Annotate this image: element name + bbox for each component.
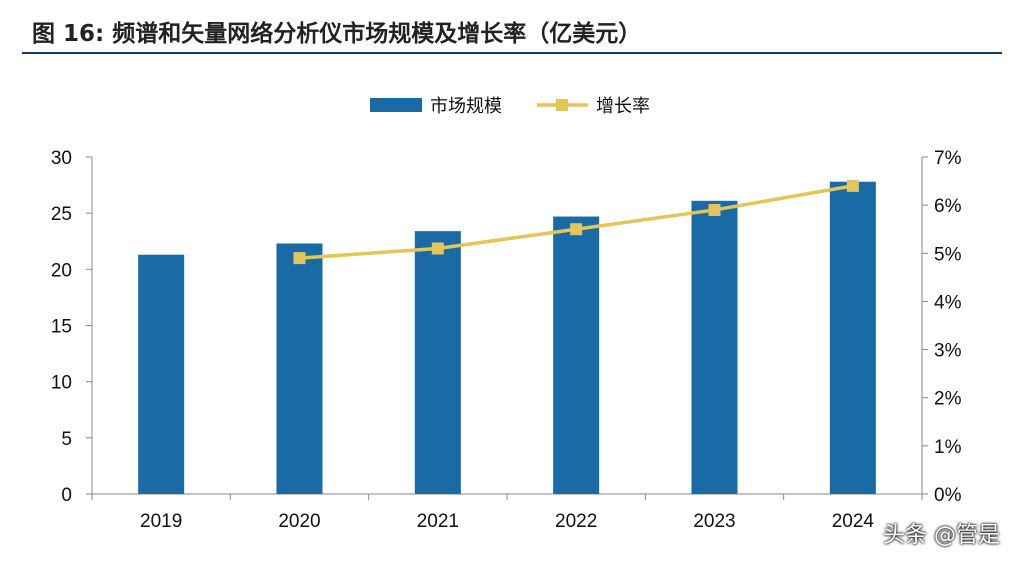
x-tick-label: 2023 [693,511,735,532]
line-point [431,242,444,255]
left-tick-label: 15 [51,317,72,338]
legend-line-marker [556,99,568,111]
chart-axes: 0 5 10 15 20 25 30 0% 1% 2% 3% 4% 5% 6% 7% 2019 2020 2021… [51,148,962,532]
line-point [570,223,583,236]
left-tick-label: 10 [51,373,72,394]
chart-legend: 市场规模 增长率 [370,96,650,117]
left-tick-label: 20 [51,260,72,281]
legend-bar-label: 市场规模 [430,96,502,117]
legend-bar-swatch [370,98,422,112]
right-tick-label: 7% [934,148,962,169]
right-tick-label: 1% [934,437,962,458]
x-tick-label: 2019 [140,511,182,532]
right-tick-label: 3% [934,341,962,362]
left-tick-label: 30 [51,148,72,169]
bar [691,200,738,494]
title-divider [22,52,1002,54]
right-tick-label: 4% [934,292,962,313]
bar [276,243,323,494]
figure-title: 图 16: 频谱和矢量网络分析仪市场规模及增长率（亿美元） [32,21,642,47]
bar [414,231,461,494]
right-tick-label: 2% [934,389,962,410]
legend-line-label: 增长率 [596,96,650,117]
bar [138,254,185,494]
line-series [293,179,859,265]
bar-series [138,181,876,495]
left-tick-label: 5 [61,429,72,450]
left-tick-label: 25 [51,204,72,225]
x-tick-label: 2024 [832,511,875,532]
line-point [293,252,306,265]
right-tick-label: 6% [934,196,962,217]
right-tick-label: 0% [934,485,962,506]
right-tick-label: 5% [934,244,962,265]
x-tick-label: 2020 [278,511,320,532]
left-tick-label: 0 [61,485,72,506]
bar [829,181,876,495]
line-point [708,203,721,216]
x-tick-label: 2022 [555,511,597,532]
bar [553,216,600,494]
x-tick-label: 2021 [417,511,459,532]
line-point [846,179,859,192]
watermark: 头条 @管是 [883,523,1000,548]
